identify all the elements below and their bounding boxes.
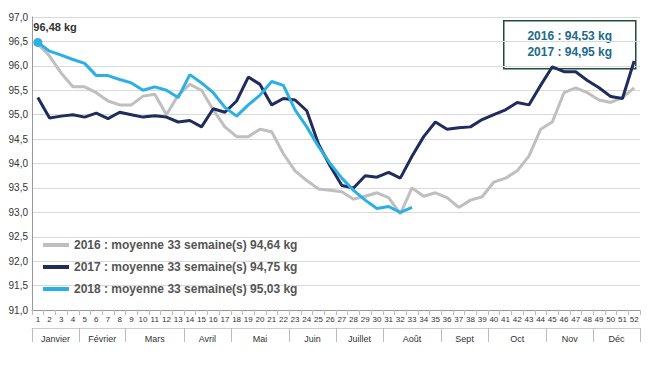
svg-text:93,5: 93,5 [9, 182, 29, 193]
svg-text:91,5: 91,5 [9, 280, 29, 291]
svg-text:45: 45 [548, 315, 557, 324]
svg-text:42: 42 [513, 315, 522, 324]
svg-text:28: 28 [349, 315, 358, 324]
svg-text:2016 : 94,53 kg: 2016 : 94,53 kg [527, 29, 612, 43]
svg-text:24: 24 [302, 315, 311, 324]
svg-text:Oct: Oct [510, 334, 525, 344]
svg-text:96,0: 96,0 [9, 60, 29, 71]
svg-text:40: 40 [489, 315, 498, 324]
svg-text:95,5: 95,5 [9, 85, 29, 96]
svg-text:36: 36 [443, 315, 452, 324]
svg-text:21: 21 [267, 315, 276, 324]
svg-text:Déc: Déc [609, 334, 626, 344]
svg-text:94,5: 94,5 [9, 134, 29, 145]
svg-text:2017 : moyenne 33 semaine(s) 9: 2017 : moyenne 33 semaine(s) 94,75 kg [74, 260, 297, 274]
svg-text:15: 15 [197, 315, 206, 324]
svg-text:2016 : moyenne 33 semaine(s) 9: 2016 : moyenne 33 semaine(s) 94,64 kg [74, 238, 297, 252]
svg-text:50: 50 [606, 315, 615, 324]
svg-text:7: 7 [106, 315, 111, 324]
svg-text:Janvier: Janvier [41, 334, 70, 344]
svg-text:5: 5 [82, 315, 87, 324]
svg-text:34: 34 [419, 315, 428, 324]
svg-text:97,0: 97,0 [9, 12, 29, 23]
svg-text:25: 25 [314, 315, 323, 324]
svg-text:14: 14 [185, 315, 194, 324]
svg-text:13: 13 [174, 315, 183, 324]
svg-text:1: 1 [36, 315, 41, 324]
svg-text:19: 19 [244, 315, 253, 324]
svg-text:96,48 kg: 96,48 kg [33, 21, 76, 33]
svg-text:Avril: Avril [199, 334, 216, 344]
svg-text:10: 10 [139, 315, 148, 324]
svg-text:17: 17 [220, 315, 229, 324]
svg-text:92,5: 92,5 [9, 231, 29, 242]
svg-text:Nov: Nov [562, 334, 579, 344]
svg-text:12: 12 [162, 315, 171, 324]
svg-text:48: 48 [583, 315, 592, 324]
svg-text:49: 49 [595, 315, 604, 324]
svg-text:41: 41 [501, 315, 510, 324]
svg-text:9: 9 [129, 315, 134, 324]
svg-text:94,0: 94,0 [9, 158, 29, 169]
svg-text:Mars: Mars [145, 334, 165, 344]
svg-text:91,0: 91,0 [9, 305, 29, 316]
svg-text:95,0: 95,0 [9, 109, 29, 120]
svg-text:Sept: Sept [455, 334, 474, 344]
svg-text:8: 8 [117, 315, 122, 324]
svg-text:96,5: 96,5 [9, 36, 29, 47]
svg-text:35: 35 [431, 315, 440, 324]
svg-text:93,0: 93,0 [9, 207, 29, 218]
svg-text:6: 6 [94, 315, 99, 324]
svg-text:32: 32 [396, 315, 405, 324]
svg-text:Juillet: Juillet [348, 334, 372, 344]
svg-text:11: 11 [151, 315, 160, 324]
svg-text:33: 33 [408, 315, 417, 324]
svg-text:3: 3 [59, 315, 64, 324]
svg-text:20: 20 [256, 315, 265, 324]
svg-text:2017 : 94,95 kg: 2017 : 94,95 kg [527, 45, 612, 59]
svg-text:23: 23 [291, 315, 300, 324]
svg-text:51: 51 [618, 315, 627, 324]
svg-text:39: 39 [478, 315, 487, 324]
svg-text:4: 4 [71, 315, 76, 324]
svg-text:Février: Février [88, 334, 116, 344]
svg-text:37: 37 [454, 315, 463, 324]
svg-text:46: 46 [560, 315, 569, 324]
svg-text:47: 47 [571, 315, 580, 324]
svg-text:31: 31 [384, 315, 393, 324]
svg-text:Juin: Juin [304, 334, 321, 344]
svg-text:16: 16 [209, 315, 218, 324]
svg-text:Août: Août [403, 334, 422, 344]
svg-text:Mai: Mai [253, 334, 268, 344]
svg-text:22: 22 [279, 315, 288, 324]
svg-text:43: 43 [524, 315, 533, 324]
svg-text:92,0: 92,0 [9, 256, 29, 267]
svg-text:52: 52 [630, 315, 639, 324]
svg-text:18: 18 [232, 315, 241, 324]
svg-text:44: 44 [536, 315, 545, 324]
svg-text:2: 2 [47, 315, 52, 324]
svg-text:26: 26 [326, 315, 335, 324]
svg-text:30: 30 [372, 315, 381, 324]
svg-text:38: 38 [466, 315, 475, 324]
svg-text:29: 29 [361, 315, 370, 324]
svg-text:27: 27 [337, 315, 346, 324]
svg-text:2018 : moyenne 33 semaine(s) 9: 2018 : moyenne 33 semaine(s) 95,03 kg [74, 282, 297, 296]
